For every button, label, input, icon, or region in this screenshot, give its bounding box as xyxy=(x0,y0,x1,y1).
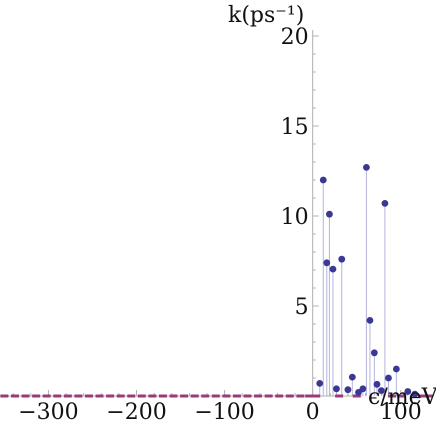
x-tick-label: −100 xyxy=(194,400,254,425)
y-tick-label: 20 xyxy=(281,25,309,50)
x-axis-label: ϵ/meV xyxy=(368,385,436,410)
data-point xyxy=(411,390,419,398)
x-tick-label: 100 xyxy=(380,400,422,425)
x-tick-label: −200 xyxy=(106,400,166,425)
points-layer xyxy=(316,164,419,398)
data-point xyxy=(359,385,367,393)
data-point xyxy=(333,385,340,393)
data-point xyxy=(377,387,385,394)
data-point xyxy=(319,176,327,184)
data-point xyxy=(344,386,352,394)
x-tick-label: −300 xyxy=(18,400,78,425)
data-point xyxy=(392,365,400,373)
data-point xyxy=(366,317,374,324)
stems-layer xyxy=(319,167,416,396)
ticks-layer: −300 −200 −100 0 100 5 10 15 20 xyxy=(12,25,422,425)
data-point xyxy=(329,265,337,273)
y-tick-label: 5 xyxy=(295,295,309,320)
data-point xyxy=(316,380,324,387)
data-point xyxy=(323,259,331,267)
data-point xyxy=(381,200,389,207)
y-tick-label: 15 xyxy=(281,115,309,140)
x-tick-label: 0 xyxy=(306,400,320,425)
y-axis-label: k(ps⁻¹) xyxy=(228,3,304,28)
data-point xyxy=(404,388,412,395)
data-point xyxy=(348,373,356,381)
data-point xyxy=(338,255,346,263)
data-point xyxy=(370,349,378,357)
data-point xyxy=(373,380,381,388)
data-point xyxy=(363,164,370,171)
y-tick-label: 10 xyxy=(281,205,309,230)
data-point xyxy=(385,374,392,382)
data-point xyxy=(326,210,333,218)
